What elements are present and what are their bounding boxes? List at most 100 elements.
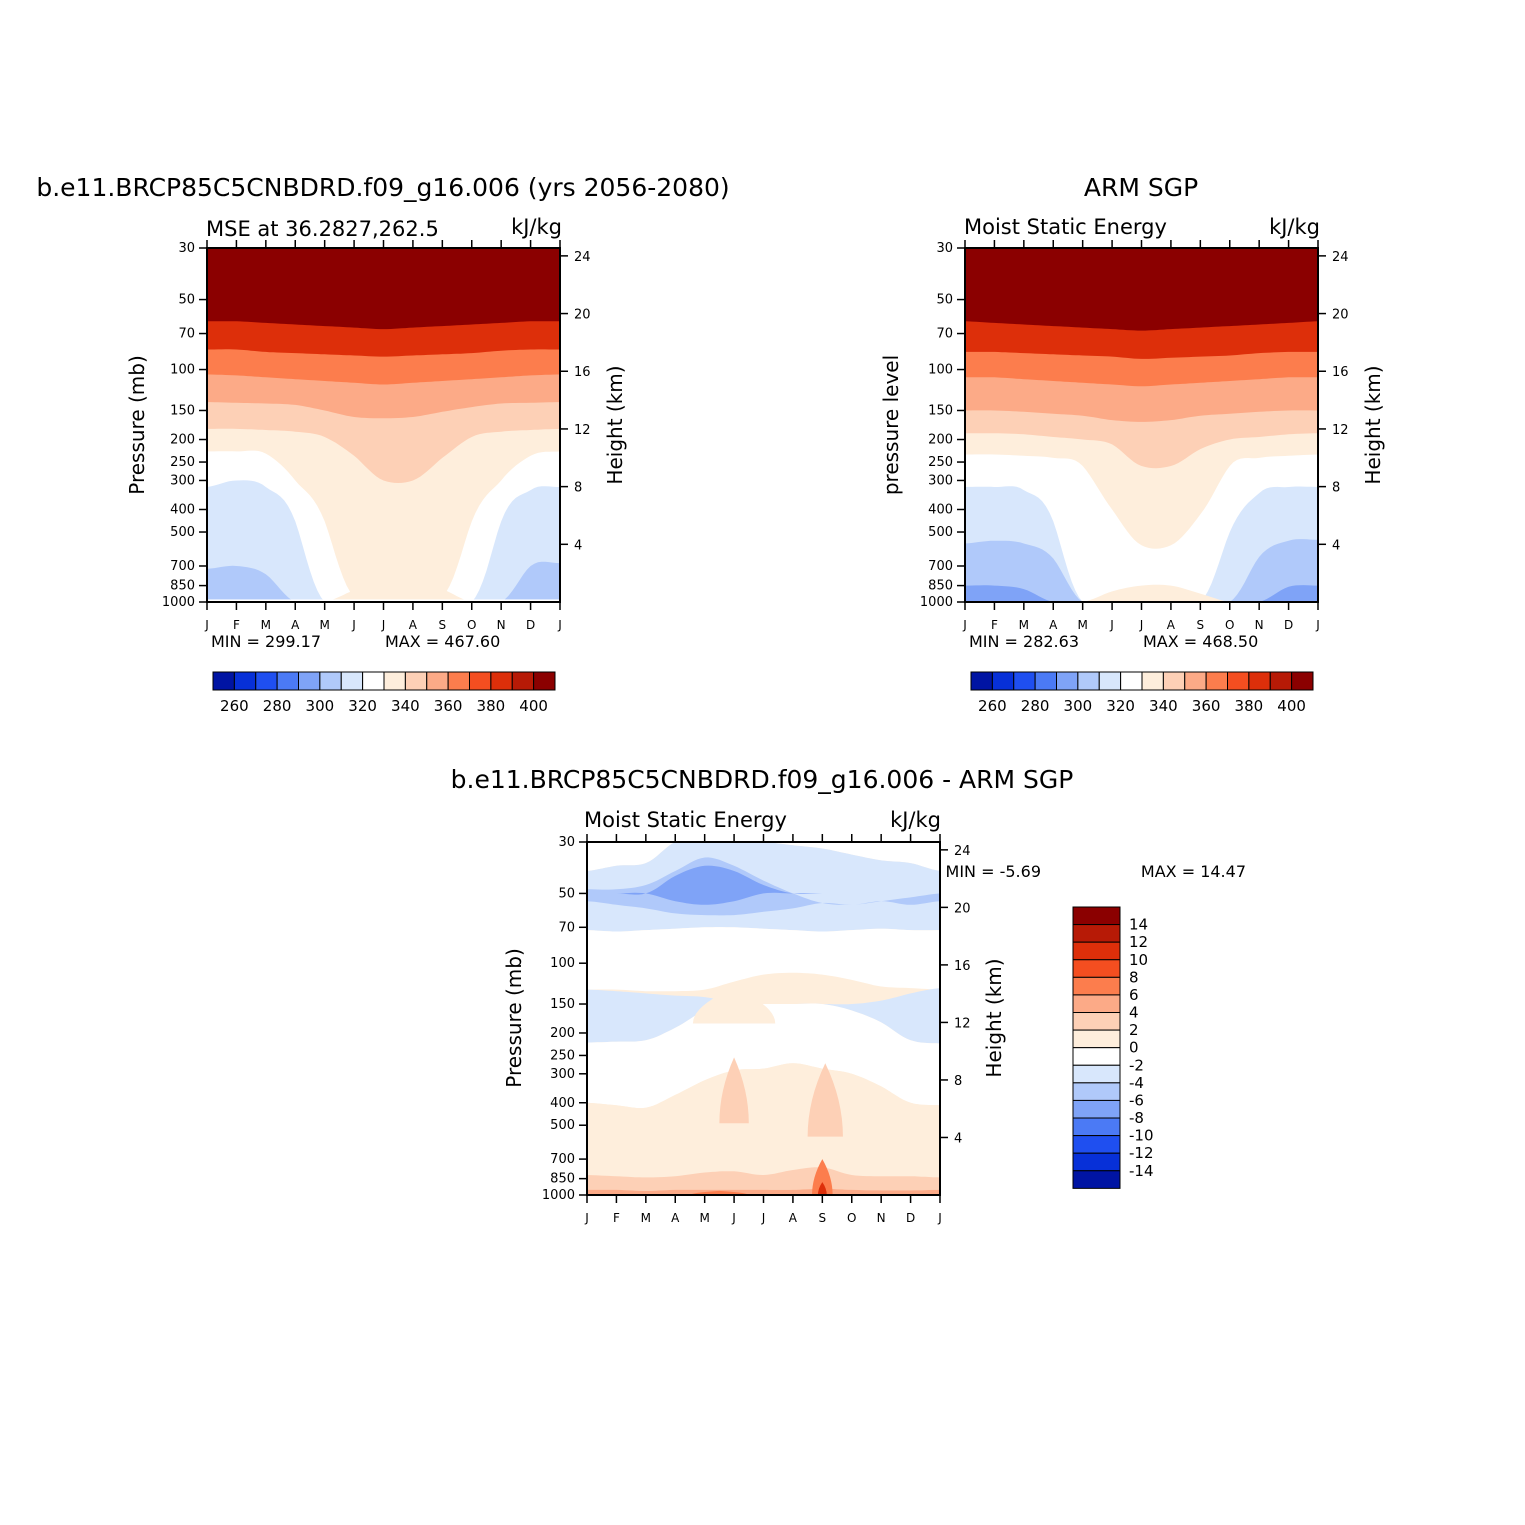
y-tick-label: 850 [550,1172,575,1187]
x-tick-label: J [381,618,386,632]
colorbar-label: 260 [978,697,1007,715]
height-tick-label: 20 [574,308,591,323]
colorbar-box [212,671,235,691]
x-tick-label: M [319,618,329,632]
y-tick-label: 100 [170,363,195,378]
height-tick-label: 16 [1332,365,1349,380]
x-tick-label: S [1197,618,1205,632]
y-tick-label: 50 [558,886,575,901]
x-tick-label: S [819,1211,827,1225]
contour-fill [965,585,1318,602]
colorbar-box [1072,1047,1121,1066]
colorbar-label: 300 [1064,697,1093,715]
panel-difference: b.e11.BRCP85C5CNBDRD.f09_g16.006 - ARM S… [451,765,1246,1225]
x-tick-label: A [671,1211,680,1225]
panel-3-subtitle-right: kJ/kg [890,808,941,832]
colorbar-box [1072,1135,1121,1154]
colorbar-box [1072,1152,1121,1172]
panel-3-y-axis-label: Pressure (mb) [502,948,526,1088]
colorbar-box [1141,671,1164,691]
y-tick-label: 1000 [542,1188,575,1203]
x-tick-label: N [1255,618,1264,632]
y-tick-label: 300 [170,473,195,488]
colorbar-box [1291,671,1314,691]
x-tick-label: J [962,618,967,632]
height-tick-label: 12 [1332,423,1349,438]
panel-3-max-text: MAX = 14.47 [1141,862,1246,881]
x-tick-label: A [789,1211,798,1225]
y-tick-label: 100 [550,956,575,971]
contour-fill [587,1003,940,1109]
x-tick-label: A [1049,618,1058,632]
colorbar-box [1227,671,1250,691]
panel-3-right-axis-label: Height (km) [982,958,1006,1077]
colorbar-label: 400 [1277,697,1306,715]
colorbar-box [1077,671,1100,691]
x-tick-label: O [847,1211,856,1225]
panel-1-min-text: MIN = 299.17 [211,632,321,651]
x-tick-label: J [1315,618,1320,632]
y-tick-label: 500 [550,1118,575,1133]
y-tick-label: 200 [928,433,953,448]
height-tick-label: 4 [574,538,582,553]
panel-2-y-axis-label: pressure level [879,355,903,495]
height-tick-label: 20 [954,901,971,916]
y-tick-label: 1000 [920,595,953,610]
panel-2-subtitle-right: kJ/kg [1269,215,1320,239]
contour-fill [207,480,560,602]
colorbar-box [383,671,406,691]
y-tick-label: 200 [550,1026,575,1041]
colorbar-box [1072,1012,1121,1031]
x-tick-label: D [1284,618,1293,632]
panel-1-max-text: MAX = 467.60 [385,632,500,651]
height-tick-label: 8 [574,481,582,496]
colorbar-box [1072,941,1121,961]
colorbar-box [469,671,492,691]
panel-2-plot-area [965,248,1318,602]
y-tick-label: 400 [928,502,953,517]
x-tick-label: F [991,618,998,632]
height-tick-label: 16 [954,959,971,974]
contour-patch [692,988,776,1024]
y-tick-label: 200 [170,433,195,448]
colorbar-label: 260 [220,697,249,715]
contour-fill [207,561,560,602]
colorbar-box [233,671,257,691]
panel-1-y-axis-label: Pressure (mb) [125,355,149,495]
height-tick-label: 8 [1332,481,1340,496]
colorbar-box [276,671,299,691]
y-tick-label: 1000 [162,595,195,610]
x-tick-label: M [1077,618,1087,632]
colorbar-box [1056,671,1079,691]
y-tick-label: 700 [550,1152,575,1167]
panel-3-title: b.e11.BRCP85C5CNBDRD.f09_g16.006 - ARM S… [451,765,1074,794]
colorbar-box [1072,924,1121,943]
colorbar-label: 400 [519,697,548,715]
colorbar-label: 360 [434,697,463,715]
panel-3-min-text: MIN = -5.69 [946,862,1041,881]
colorbar-label: 0 [1129,1039,1139,1057]
colorbar-box [1072,1170,1121,1189]
colorbar-box [1184,671,1207,691]
colorbar-box [1072,1117,1121,1137]
panel-1-subtitle-right: kJ/kg [511,215,562,239]
y-tick-label: 150 [170,403,195,418]
height-tick-label: 8 [954,1074,962,1089]
colorbar-box [1072,1082,1121,1101]
colorbar-label: -6 [1129,1091,1144,1109]
y-tick-label: 250 [928,455,953,470]
x-tick-label: M [1019,618,1029,632]
x-tick-label: N [877,1211,886,1225]
panel-3-plot-area [587,842,940,1195]
contour-fill [965,539,1318,602]
x-tick-label: J [761,1211,766,1225]
colorbar-box [1072,959,1121,978]
panel-1-right-axis-label: Height (km) [603,365,627,484]
height-tick-label: 4 [1332,538,1340,553]
colorbar-box [1034,671,1057,691]
colorbar-box [255,671,278,691]
contour-patch [817,1182,827,1195]
colorbar-box [447,671,470,691]
